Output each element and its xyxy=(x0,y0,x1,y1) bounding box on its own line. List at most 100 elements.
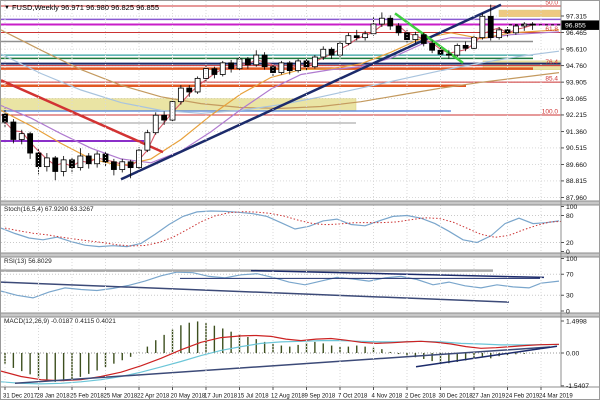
panel-separator[interactable] xyxy=(1,253,600,257)
bear-candle xyxy=(404,32,410,40)
panel-separator[interactable] xyxy=(1,313,600,317)
price-axis-label: 91.360 xyxy=(566,129,587,136)
bull-candle xyxy=(311,56,318,68)
main-chart-area[interactable]: 50.0 61.8 76.4 85.4 100.0 xyxy=(1,1,561,198)
time-axis-label: 24 Mar 2019 xyxy=(539,394,573,400)
bear-candle xyxy=(211,68,218,75)
price-axis-label: 97.315 xyxy=(566,13,587,20)
symbol-timeframe-label: FUSD,Weekly xyxy=(11,3,59,12)
bear-candle xyxy=(261,54,268,68)
time-axis-label: 12 Aug 2018 xyxy=(271,394,305,400)
macd-cyan-line xyxy=(1,340,560,385)
macd-trendline xyxy=(14,346,551,385)
price-axis-label: 95.610 xyxy=(566,46,587,53)
bear-candle xyxy=(462,44,469,49)
bull-candle xyxy=(194,77,201,93)
bear-candle xyxy=(286,62,293,72)
time-axis-label: 2 Dec 2018 xyxy=(405,394,436,400)
bear-candle xyxy=(186,87,193,93)
price-axis-label: 90.515 xyxy=(566,145,587,152)
bull-candle xyxy=(169,101,176,121)
ma-mid-violet xyxy=(1,31,560,164)
rsi-axis-label: 100 xyxy=(566,256,578,263)
trendline xyxy=(120,3,502,181)
bull-candle xyxy=(152,114,159,134)
time-axis-label: 20 May 2018 xyxy=(171,394,206,400)
rsi-axis-label: 0 xyxy=(566,308,570,315)
trendline xyxy=(1,79,164,154)
rsi-trendline xyxy=(1,281,510,303)
bull-candle xyxy=(345,35,352,44)
time-axis-label: 31 Dec 2017 xyxy=(3,394,38,400)
panel-separator[interactable] xyxy=(1,201,600,205)
time-axis-label: 25 Feb 2018 xyxy=(70,394,104,400)
rsi-axis-label: 30 xyxy=(566,293,574,300)
bull-candle xyxy=(144,132,151,151)
fib-level-label: 100.0 xyxy=(542,108,559,115)
bull-candle xyxy=(278,62,285,73)
macd-panel[interactable] xyxy=(1,321,561,385)
bear-candle xyxy=(10,121,17,140)
time-axis-label: 30 Dec 2018 xyxy=(439,394,474,400)
macd-panel-label: MACD(12,26,9) -0.0187 0.4115 0.4021 xyxy=(4,318,116,325)
bull-candle xyxy=(512,25,519,34)
bear-candle xyxy=(487,15,494,39)
rsi-panel[interactable] xyxy=(1,269,561,303)
macd-axis-label: -1.5407 xyxy=(566,383,589,390)
price-axis-label: 88.815 xyxy=(566,178,587,185)
bear-candle xyxy=(85,155,92,165)
bull-candle xyxy=(219,62,226,75)
bull-candle xyxy=(479,15,486,39)
fib-level-label: 50.0 xyxy=(545,1,558,7)
stoch-axis-label: 0 xyxy=(566,249,570,256)
time-axis-label: 15 Jul 2018 xyxy=(238,394,270,400)
bear-candle xyxy=(353,35,360,39)
bear-candle xyxy=(387,17,394,27)
bull-candle xyxy=(177,87,184,103)
fib-level-label: 61.8 xyxy=(545,26,558,33)
bull-candle xyxy=(94,153,101,165)
macd-signal-line xyxy=(1,334,560,382)
bear-candle xyxy=(270,66,276,73)
rsi-line xyxy=(1,271,560,299)
macd-trendline xyxy=(415,345,558,368)
bull-candle xyxy=(454,44,461,56)
bear-candle xyxy=(110,161,117,170)
bear-candle xyxy=(445,53,452,56)
stoch-panel[interactable] xyxy=(1,210,563,248)
bear-candle xyxy=(127,161,134,169)
time-axis-label: 27 Jan 2019 xyxy=(472,394,506,400)
current-price-tag-value: 96.855 xyxy=(565,22,586,29)
time-axis-label: 17 Jun 2018 xyxy=(204,394,238,400)
fib-level-label: 85.4 xyxy=(545,76,558,83)
bear-candle xyxy=(228,62,235,70)
ma-fast-crimson xyxy=(4,22,533,167)
macd-axis-label: 0.00 xyxy=(566,350,579,357)
ohlc-values: 96.971 96.980 96.825 96.855 xyxy=(61,3,160,12)
bull-candle xyxy=(378,17,385,25)
bull-candle xyxy=(412,34,419,40)
bull-candle xyxy=(136,149,142,169)
time-axis-label: 4 Nov 2018 xyxy=(372,394,403,400)
symbol-marker-icon: ▼ xyxy=(4,5,10,11)
bear-candle xyxy=(161,114,168,121)
time-axis-label: 7 Oct 2018 xyxy=(338,394,368,400)
stoch-axis-label: 80 xyxy=(566,213,574,220)
time-axis-label: 9 Sep 2018 xyxy=(305,394,336,400)
ma-slow-gold xyxy=(1,29,560,110)
stoch-axis-label: 20 xyxy=(566,240,574,247)
time-axis-label: 28 Jan 2018 xyxy=(37,394,71,400)
current-price-tag xyxy=(561,20,599,30)
bear-candle xyxy=(395,25,402,34)
bear-candle xyxy=(420,34,427,44)
stoch-main-line xyxy=(1,210,560,248)
bear-candle xyxy=(429,43,436,51)
bull-candle xyxy=(253,54,260,66)
rsi-trendline xyxy=(250,269,545,279)
time-axis-label: 25 Mar 2018 xyxy=(104,394,138,400)
bull-candle xyxy=(119,161,126,170)
price-axis-label: 92.215 xyxy=(566,112,587,119)
time-axis-label: 24 Feb 2019 xyxy=(506,394,540,400)
stoch-panel-label: Stoch(16,5,4) 67.9290 63.3267 xyxy=(4,206,94,213)
